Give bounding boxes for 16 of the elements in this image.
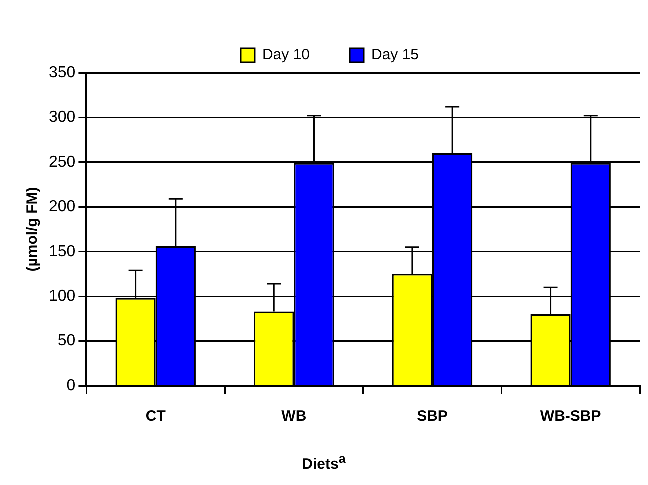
legend-label: Day 10 — [262, 46, 310, 64]
y-tick-label: 250 — [48, 154, 76, 171]
x-tick-label: WB-SBP — [540, 408, 602, 426]
y-tick-label: 300 — [48, 109, 76, 126]
y-tick-label: 350 — [48, 64, 76, 82]
y-tick-label: 50 — [58, 332, 76, 350]
legend-label: Day 15 — [372, 46, 420, 64]
x-tick-label: CT — [146, 408, 166, 426]
x-tick-label: SBP — [417, 408, 448, 426]
x-tick-label: WB — [282, 408, 307, 426]
y-axis-title: (µmol/g FM) — [24, 187, 42, 272]
y-tick-label: 100 — [48, 288, 76, 305]
y-tick-label: 150 — [48, 243, 76, 260]
x-axis-title: Diets$^{a}$ — [301, 452, 347, 473]
y-tick-label: 200 — [48, 198, 76, 216]
y-tick-label: 0 — [66, 377, 76, 394]
